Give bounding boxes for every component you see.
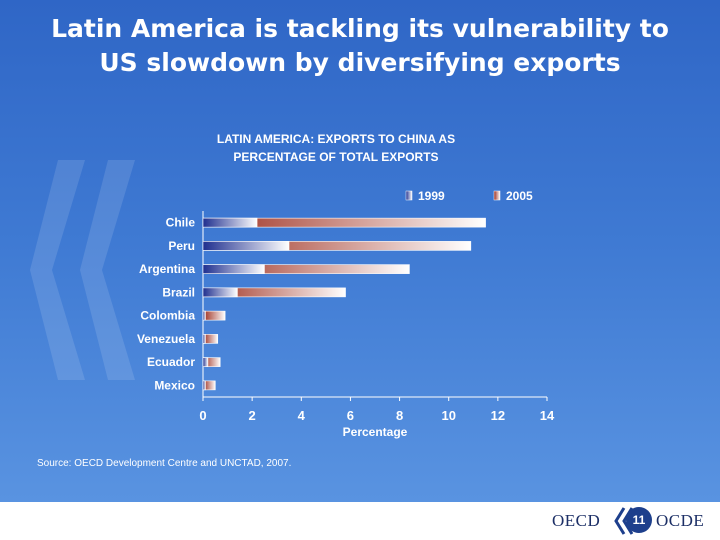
footer-bar: OECD 11 OCDE [0,502,720,540]
x-axis-label: Percentage [343,425,408,439]
legend: 1999 2005 [405,189,533,203]
x-tick-label: 4 [298,408,306,423]
chart-title-line-1: LATIN AMERICA: EXPORTS TO CHINA AS [217,132,455,146]
bar-peru-1999 [202,241,290,251]
bar-colombia-1999 [202,310,206,321]
x-tick-labels: 0 2 4 6 8 10 12 14 [199,397,555,423]
bar-chart: LATIN AMERICA: EXPORTS TO CHINA AS PERCE… [137,132,555,439]
category-label-argentina: Argentina [139,262,195,276]
legend-swatch-2005 [493,190,501,201]
category-label-chile: Chile [166,216,196,230]
x-tick-label: 14 [540,408,555,423]
slide-title-line-2: US slowdown by diversifying exports [99,48,621,77]
oecd-chevron-watermark [30,160,135,380]
legend-label-2005: 2005 [506,189,533,203]
x-tick-label: 10 [441,408,455,423]
slide-title-line-1: Latin America is tackling its vulnerabil… [51,14,669,43]
category-label-colombia: Colombia [140,309,195,323]
bars-group [202,217,486,391]
oecd-wordmark-right: OCDE [656,511,705,530]
category-label-ecuador: Ecuador [147,355,195,369]
x-tick-label: 2 [249,408,256,423]
bar-argentina-1999 [202,264,265,274]
chart-title-line-2: PERCENTAGE OF TOTAL EXPORTS [233,150,438,164]
bar-mexico-1999 [202,380,206,391]
bar-colombia-2005 [202,310,226,321]
category-labels: Chile Peru Argentina Brazil Colombia Venezuel… [137,216,195,393]
category-label-venezuela: Venezuela [137,332,195,346]
legend-label-1999: 1999 [418,189,445,203]
x-tick-label: 0 [199,408,206,423]
x-tick-label: 6 [347,408,354,423]
bar-venezuela-1999 [202,334,206,344]
oecd-wordmark-left: OECD [552,511,601,530]
bar-brazil-1999 [202,287,238,298]
bar-chile-1999 [202,217,258,228]
x-tick-label: 12 [491,408,505,423]
category-label-peru: Peru [168,239,195,253]
source-note: Source: OECD Development Centre and UNCT… [37,458,292,469]
page-number: 11 [626,507,652,533]
slide-title: Latin America is tackling its vulnerabil… [20,12,700,80]
legend-swatch-1999 [405,190,413,201]
bar-ecuador-1999 [202,357,209,367]
category-label-mexico: Mexico [154,378,195,392]
x-tick-label: 8 [396,408,403,423]
category-label-brazil: Brazil [162,285,195,299]
